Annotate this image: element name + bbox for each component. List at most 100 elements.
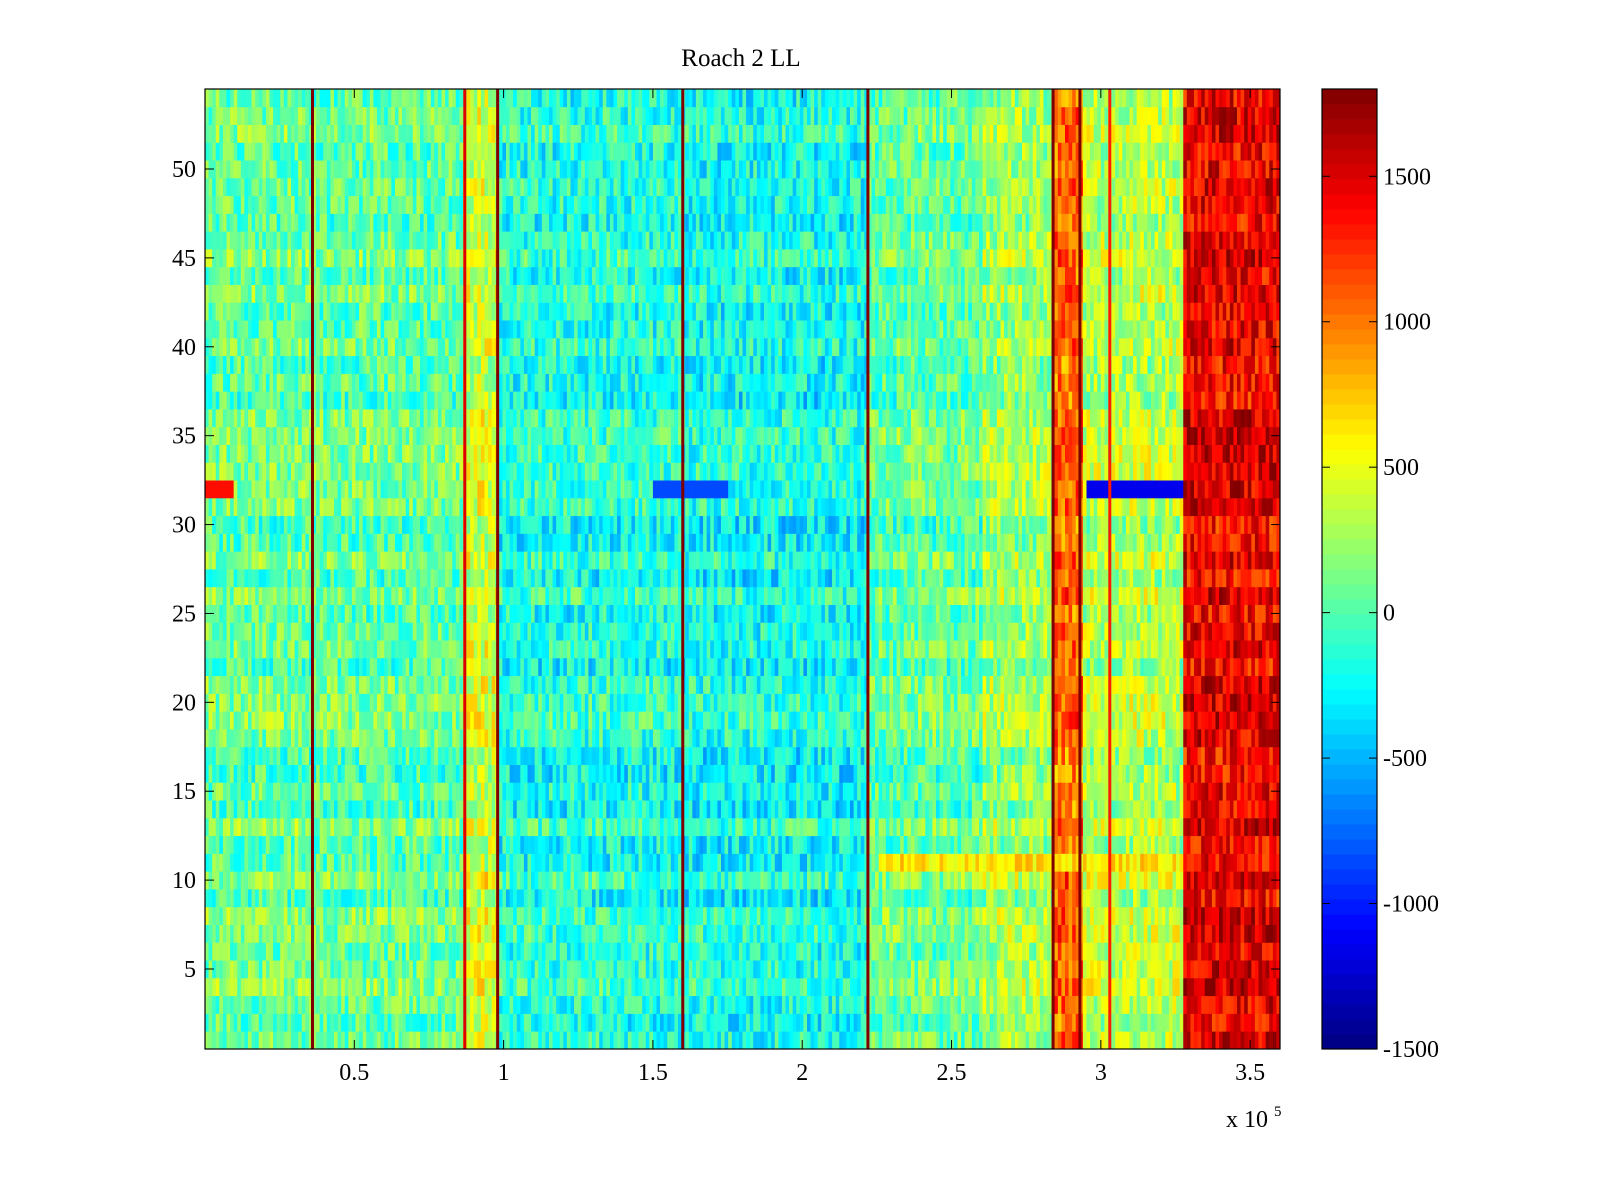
heatmap-cell	[731, 889, 736, 908]
heatmap-cell	[939, 960, 944, 979]
heatmap-cell	[975, 995, 980, 1014]
heatmap-cell	[283, 924, 288, 943]
heatmap-cell	[1093, 995, 1098, 1014]
heatmap-cell	[1158, 764, 1163, 783]
heatmap-cell	[1197, 871, 1202, 890]
heatmap-cell	[484, 853, 489, 872]
heatmap-cell	[674, 817, 679, 837]
heatmap-cell	[1251, 924, 1256, 943]
heatmap-cell	[832, 906, 837, 925]
heatmap-cell	[796, 977, 801, 997]
heatmap-cell	[1093, 782, 1098, 801]
heatmap-cell	[1136, 942, 1141, 961]
heatmap-cell	[1272, 817, 1277, 837]
heatmap-cell	[842, 782, 847, 801]
heatmap-cell	[685, 1013, 690, 1032]
heatmap-cell	[1251, 1031, 1256, 1050]
heatmap-cell	[455, 853, 460, 872]
heatmap-cell	[903, 871, 908, 890]
heatmap-cell	[298, 782, 303, 801]
heatmap-cell	[387, 906, 392, 925]
heatmap-cell	[219, 746, 224, 765]
heatmap-cell	[592, 924, 596, 943]
heatmap-cell	[889, 960, 894, 979]
heatmap-cell	[609, 871, 614, 890]
heatmap-cell	[402, 960, 407, 979]
heatmap-cell	[1115, 835, 1120, 854]
heatmap-cell	[771, 924, 776, 943]
heatmap-cell	[860, 1031, 865, 1050]
heatmap-cell	[807, 942, 811, 961]
heatmap-cell	[351, 817, 356, 837]
heatmap-cell	[792, 1013, 797, 1032]
heatmap-cell	[652, 835, 657, 854]
heatmap-cell	[1244, 853, 1249, 872]
heatmap-cell	[466, 782, 471, 801]
heatmap-cell	[373, 817, 378, 837]
heatmap-cell	[437, 817, 442, 837]
heatmap-cell	[678, 924, 682, 943]
heatmap-cell	[979, 906, 983, 925]
heatmap-cell	[652, 817, 657, 837]
heatmap-cell	[1247, 1013, 1252, 1032]
heatmap-cell	[584, 889, 589, 908]
heatmap-cell	[903, 924, 908, 943]
heatmap-cell	[373, 871, 378, 890]
heatmap-cell	[1061, 924, 1066, 943]
heatmap-cell	[552, 906, 557, 925]
heatmap-cell	[545, 977, 550, 997]
heatmap-cell	[1172, 942, 1177, 961]
heatmap-cell	[513, 960, 518, 979]
heatmap-cell	[617, 1031, 622, 1050]
heatmap-cell	[212, 746, 217, 765]
heatmap-cell	[749, 924, 754, 943]
heatmap-cell	[222, 853, 227, 872]
heatmap-cell	[359, 1013, 364, 1032]
heatmap-cell	[807, 889, 811, 908]
heatmap-cell	[1204, 995, 1209, 1014]
heatmap-cell	[1172, 782, 1177, 801]
heatmap-cell	[627, 871, 632, 890]
heatmap-cell	[821, 746, 826, 765]
heatmap-cell	[351, 977, 356, 997]
heatmap-cell	[785, 817, 790, 837]
heatmap-cell	[1072, 924, 1077, 943]
heatmap-cell	[405, 942, 410, 961]
heatmap-cell	[961, 977, 966, 997]
heatmap-cell	[240, 1013, 245, 1032]
heatmap-cell	[498, 942, 503, 961]
heatmap-cell	[1168, 924, 1173, 943]
heatmap-cell	[592, 871, 596, 890]
heatmap-cell	[570, 1031, 575, 1050]
heatmap-cell	[1118, 924, 1123, 943]
heatmap-cell	[319, 835, 324, 854]
heatmap-cell	[914, 871, 919, 890]
heatmap-cell	[774, 853, 779, 872]
heatmap-cell	[878, 817, 883, 837]
heatmap-cell	[233, 800, 238, 819]
heatmap-cell	[778, 800, 783, 819]
heatmap-cell	[1229, 853, 1234, 872]
heatmap-cell	[932, 871, 937, 890]
heatmap-cell	[724, 1013, 729, 1032]
heatmap-cell	[366, 977, 371, 997]
heatmap-cell	[237, 995, 242, 1014]
heatmap-cell	[1165, 1013, 1170, 1032]
heatmap-cell	[409, 995, 414, 1014]
heatmap-cell	[1140, 977, 1145, 997]
heatmap-cell	[620, 746, 625, 765]
heatmap-cell	[950, 906, 955, 925]
heatmap-cell	[1272, 924, 1277, 943]
heatmap-cell	[731, 853, 736, 872]
heatmap-cell	[674, 924, 679, 943]
heatmap-cell	[1047, 995, 1052, 1014]
heatmap-cell	[1000, 782, 1005, 801]
heatmap-cell	[369, 800, 374, 819]
heatmap-cell	[767, 1013, 772, 1032]
heatmap-cell	[1222, 924, 1227, 943]
heatmap-cell	[1154, 889, 1159, 908]
heatmap-cell	[1190, 1013, 1195, 1032]
heatmap-cell	[946, 889, 951, 908]
heatmap-cell	[420, 995, 424, 1014]
heatmap-cell	[276, 782, 281, 801]
